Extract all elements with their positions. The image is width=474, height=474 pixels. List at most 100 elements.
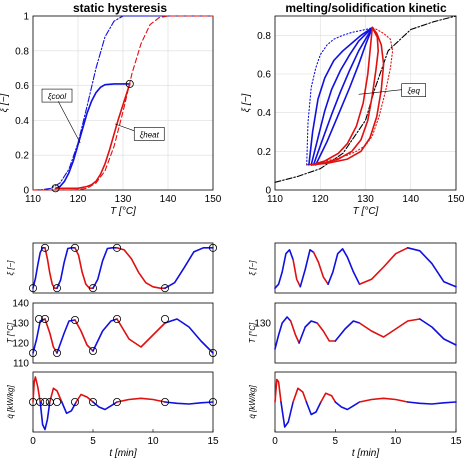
marker-3 — [53, 348, 62, 357]
series-2 — [292, 387, 308, 403]
series-0 — [274, 249, 294, 290]
series-0 — [32, 247, 46, 290]
curve-7 — [310, 26, 374, 166]
title-kinetic: melting/solidification kinetic — [285, 1, 447, 15]
marker-1 — [125, 79, 134, 88]
marker-1 — [35, 314, 44, 323]
annotation-arrow — [358, 89, 402, 95]
marker-4 — [53, 397, 62, 406]
x-axis-label: t [min] — [352, 448, 379, 459]
marker-0 — [28, 348, 37, 357]
marker-8 — [208, 348, 217, 357]
series-6 — [164, 318, 214, 354]
marker-6 — [113, 314, 122, 323]
curve-1 — [32, 15, 214, 191]
marker-3 — [71, 243, 80, 252]
x-tick-label: 120 — [70, 194, 87, 205]
series-2 — [299, 249, 315, 288]
x-tick-label: 5 — [90, 436, 96, 447]
series-5 — [334, 401, 361, 411]
curve-4 — [310, 26, 374, 166]
series-0 — [32, 318, 46, 354]
marker-2 — [41, 397, 50, 406]
x-tick-label: 150 — [205, 194, 222, 205]
annotation-box — [401, 83, 427, 97]
curve-3 — [54, 83, 131, 190]
x-tick-label: 10 — [147, 436, 159, 447]
x-tick-label: 130 — [357, 194, 374, 205]
x-tick-label: 15 — [207, 436, 219, 447]
series-1 — [44, 318, 58, 354]
series-3 — [60, 401, 77, 415]
series-3 — [312, 251, 329, 286]
y-axis-label: T [°C] — [248, 322, 257, 343]
x-tick-label: 5 — [333, 436, 339, 447]
series-6 — [358, 397, 409, 403]
curve-2 — [306, 27, 394, 166]
series-0 — [274, 316, 292, 350]
series-0 — [32, 376, 42, 403]
series-5 — [116, 247, 166, 290]
T-static-axes-box — [32, 302, 214, 364]
marker-7 — [208, 243, 217, 252]
series-4 — [327, 248, 361, 286]
series-5 — [358, 247, 409, 286]
x-tick-label: 140 — [160, 194, 177, 205]
marker-8 — [160, 397, 169, 406]
marker-1 — [36, 397, 45, 406]
y-axis-label: q̇ [kW/kg] — [6, 385, 15, 419]
curve-2 — [54, 83, 131, 190]
annotation-eq: ξeq — [407, 87, 420, 96]
x-tick-label: 140 — [402, 194, 419, 205]
series-6 — [418, 318, 457, 346]
x-tick-label: 110 — [267, 194, 283, 205]
series-3 — [74, 319, 94, 352]
annotation-arrow — [57, 101, 81, 144]
y-axis-label: ξ [−] — [0, 93, 10, 112]
y-tick-label: 1 — [23, 12, 29, 23]
q-kinetic-axes-box — [274, 371, 457, 433]
marker-0 — [51, 184, 60, 193]
series-5 — [92, 401, 118, 411]
x-tick-label: 0 — [272, 436, 278, 447]
y-tick-label: 120 — [12, 339, 29, 350]
annotation-box — [41, 88, 73, 103]
series-3 — [316, 322, 337, 342]
y-tick-label: 0.6 — [15, 81, 29, 92]
series-1 — [289, 320, 300, 344]
series-3 — [74, 247, 94, 290]
y-axis-label: T [°C] — [6, 322, 15, 343]
curve-3 — [308, 26, 374, 166]
y-tick-label: 0 — [23, 186, 29, 197]
y-tick-label: 0.4 — [15, 116, 29, 127]
series-3 — [305, 401, 322, 416]
series-2 — [56, 247, 76, 290]
q-static-axes-box — [32, 371, 214, 433]
y-axis-label: ξ [−] — [248, 260, 257, 276]
marker-0 — [28, 284, 37, 293]
y-tick-label: 0.2 — [257, 147, 271, 158]
y-axis-label: ξ [−] — [6, 260, 15, 276]
title-static: static hysteresis — [73, 1, 167, 15]
xi-static-axes-box — [32, 242, 214, 294]
x-tick-label: 120 — [312, 194, 329, 205]
annotation-cool: ξcool — [48, 92, 66, 101]
series-1 — [44, 247, 58, 290]
series-1 — [280, 401, 294, 428]
xi-kinetic-axes-box — [274, 242, 457, 294]
y-axis-label: ξ [−] — [241, 93, 252, 112]
curve-8 — [310, 26, 380, 166]
x-axis-label: T [°C] — [110, 206, 136, 217]
y-tick-label: 0.8 — [257, 31, 271, 42]
x-tick-label: 0 — [30, 436, 36, 447]
annotation-heat: ξheat — [140, 130, 160, 139]
y-tick-label: 0 — [265, 186, 271, 197]
x-axis-label: T [°C] — [353, 206, 379, 217]
series-6 — [116, 397, 166, 403]
annotation-box — [133, 127, 165, 141]
curve-6 — [314, 26, 374, 166]
series-4 — [334, 320, 361, 342]
marker-4 — [89, 284, 98, 293]
curve-5 — [312, 26, 374, 166]
